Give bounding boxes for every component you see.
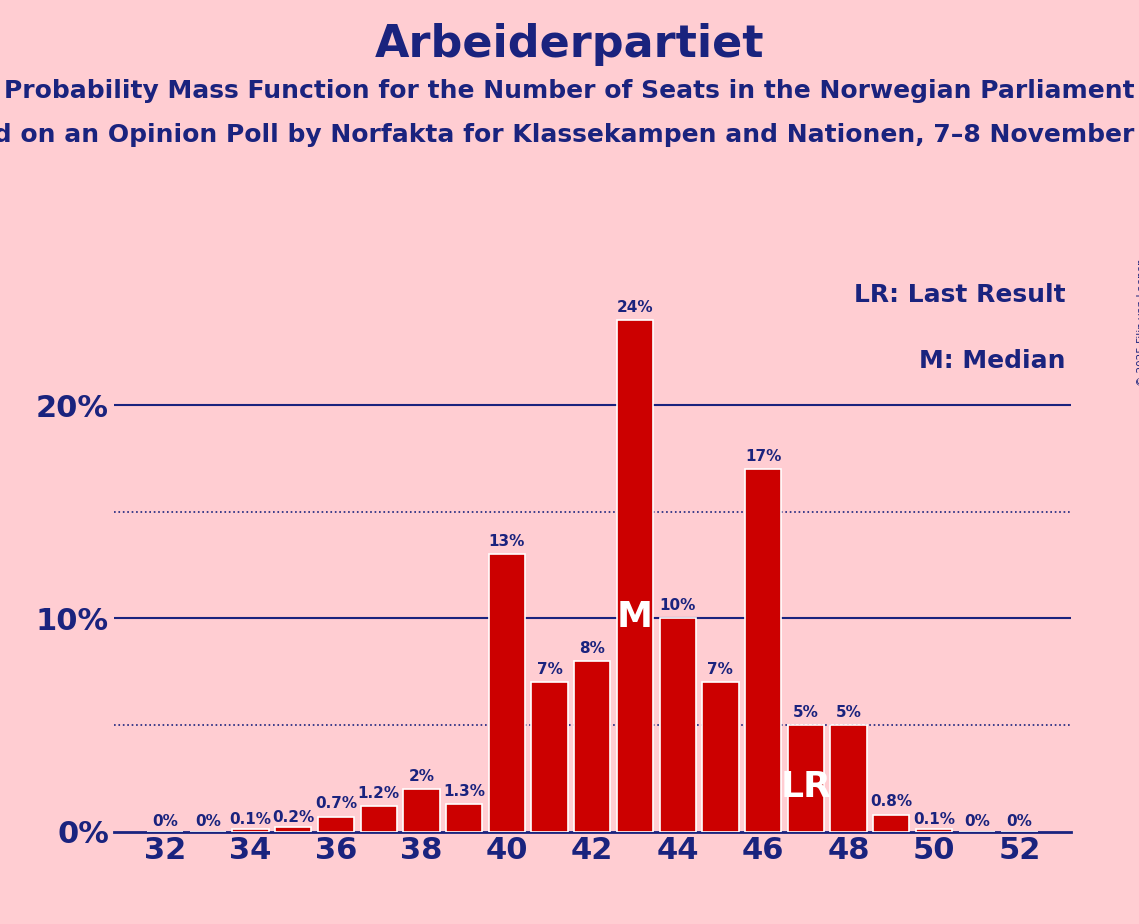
Bar [874,815,909,832]
Text: M: Median: M: Median [919,349,1066,373]
Bar [532,682,567,832]
Text: 0.2%: 0.2% [272,810,314,825]
Bar [788,725,823,832]
Bar [489,554,525,832]
Text: 17%: 17% [745,449,781,464]
Bar [361,806,396,832]
Text: M: M [617,600,653,634]
Text: 5%: 5% [836,705,861,720]
Text: © 2025 Filip van Laenen: © 2025 Filip van Laenen [1137,259,1139,386]
Text: 0%: 0% [195,814,221,830]
Text: Probability Mass Function for the Number of Seats in the Norwegian Parliament: Probability Mass Function for the Number… [5,79,1134,103]
Text: 0%: 0% [153,814,178,830]
Bar [659,618,696,832]
Bar [318,817,354,832]
Text: LR: LR [780,770,831,804]
Text: 8%: 8% [580,640,605,656]
Text: 5%: 5% [793,705,819,720]
Bar [446,804,482,832]
Text: 7%: 7% [536,662,563,677]
Bar [830,725,867,832]
Text: 10%: 10% [659,598,696,613]
Text: 0.1%: 0.1% [230,812,271,827]
Text: 1.3%: 1.3% [443,784,485,798]
Bar [574,661,611,832]
Text: 7%: 7% [707,662,734,677]
Text: Based on an Opinion Poll by Norfakta for Klassekampen and Nationen, 7–8 November: Based on an Opinion Poll by Norfakta for… [0,123,1139,147]
Text: 0.7%: 0.7% [316,796,357,811]
Text: LR: Last Result: LR: Last Result [854,283,1066,307]
Text: 0.1%: 0.1% [913,812,954,827]
Text: 1.2%: 1.2% [358,785,400,801]
Bar [617,320,653,832]
Text: 0%: 0% [1007,814,1032,830]
Text: 2%: 2% [409,769,434,784]
Text: 13%: 13% [489,534,525,549]
Bar [232,830,269,832]
Bar [745,469,781,832]
Bar [916,830,952,832]
Text: 0.8%: 0.8% [870,795,912,809]
Bar [403,789,440,832]
Text: 24%: 24% [616,299,654,314]
Text: 0%: 0% [964,814,990,830]
Bar [703,682,738,832]
Bar [276,827,311,832]
Text: Arbeiderpartiet: Arbeiderpartiet [375,23,764,67]
